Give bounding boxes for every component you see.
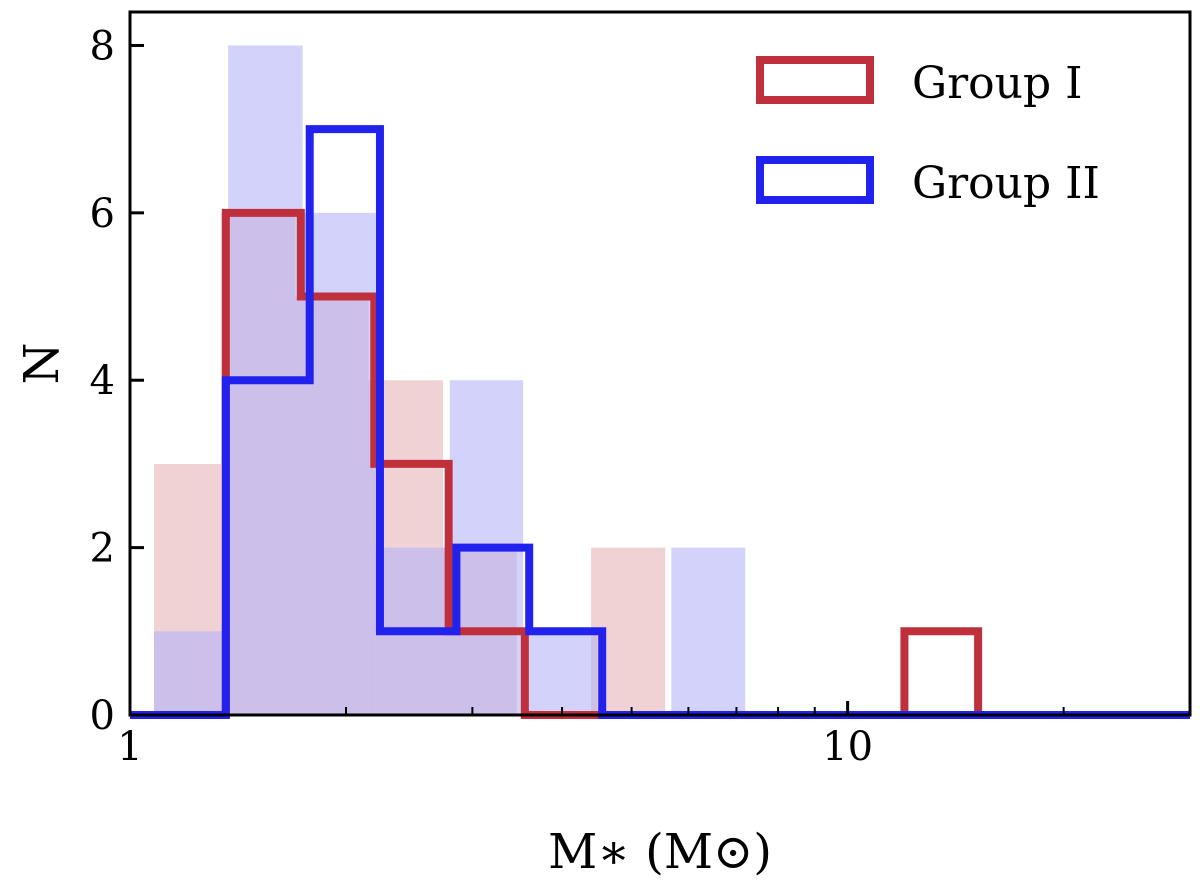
filled-bar <box>153 631 229 715</box>
step-histograms <box>130 125 1190 719</box>
axis-ticks: 1 10 0 2 4 6 8 <box>90 23 1065 770</box>
y-tick-label: 6 <box>90 191 115 237</box>
filled-bar <box>671 547 746 715</box>
y-tick-label: 8 <box>90 23 115 69</box>
step-line-group-ii <box>130 125 1190 719</box>
x-axis-label: M∗ (M⊙) <box>548 824 772 880</box>
x-tick-label: 10 <box>822 724 873 770</box>
legend-swatch <box>756 56 874 104</box>
step-line-group-i <box>130 208 1190 719</box>
legend-label: Group II <box>912 158 1100 209</box>
y-tick-label: 0 <box>90 693 115 739</box>
y-tick-label: 2 <box>90 526 115 572</box>
legend-label: Group I <box>912 58 1083 109</box>
legend-swatch <box>756 156 874 204</box>
x-tick-label: 1 <box>117 724 142 770</box>
filled-bar <box>523 631 598 715</box>
plot-frame <box>128 10 1192 717</box>
y-axis-label: N <box>14 343 70 385</box>
y-tick-label: 4 <box>90 358 115 404</box>
legend: Group I Group II <box>756 56 1100 209</box>
